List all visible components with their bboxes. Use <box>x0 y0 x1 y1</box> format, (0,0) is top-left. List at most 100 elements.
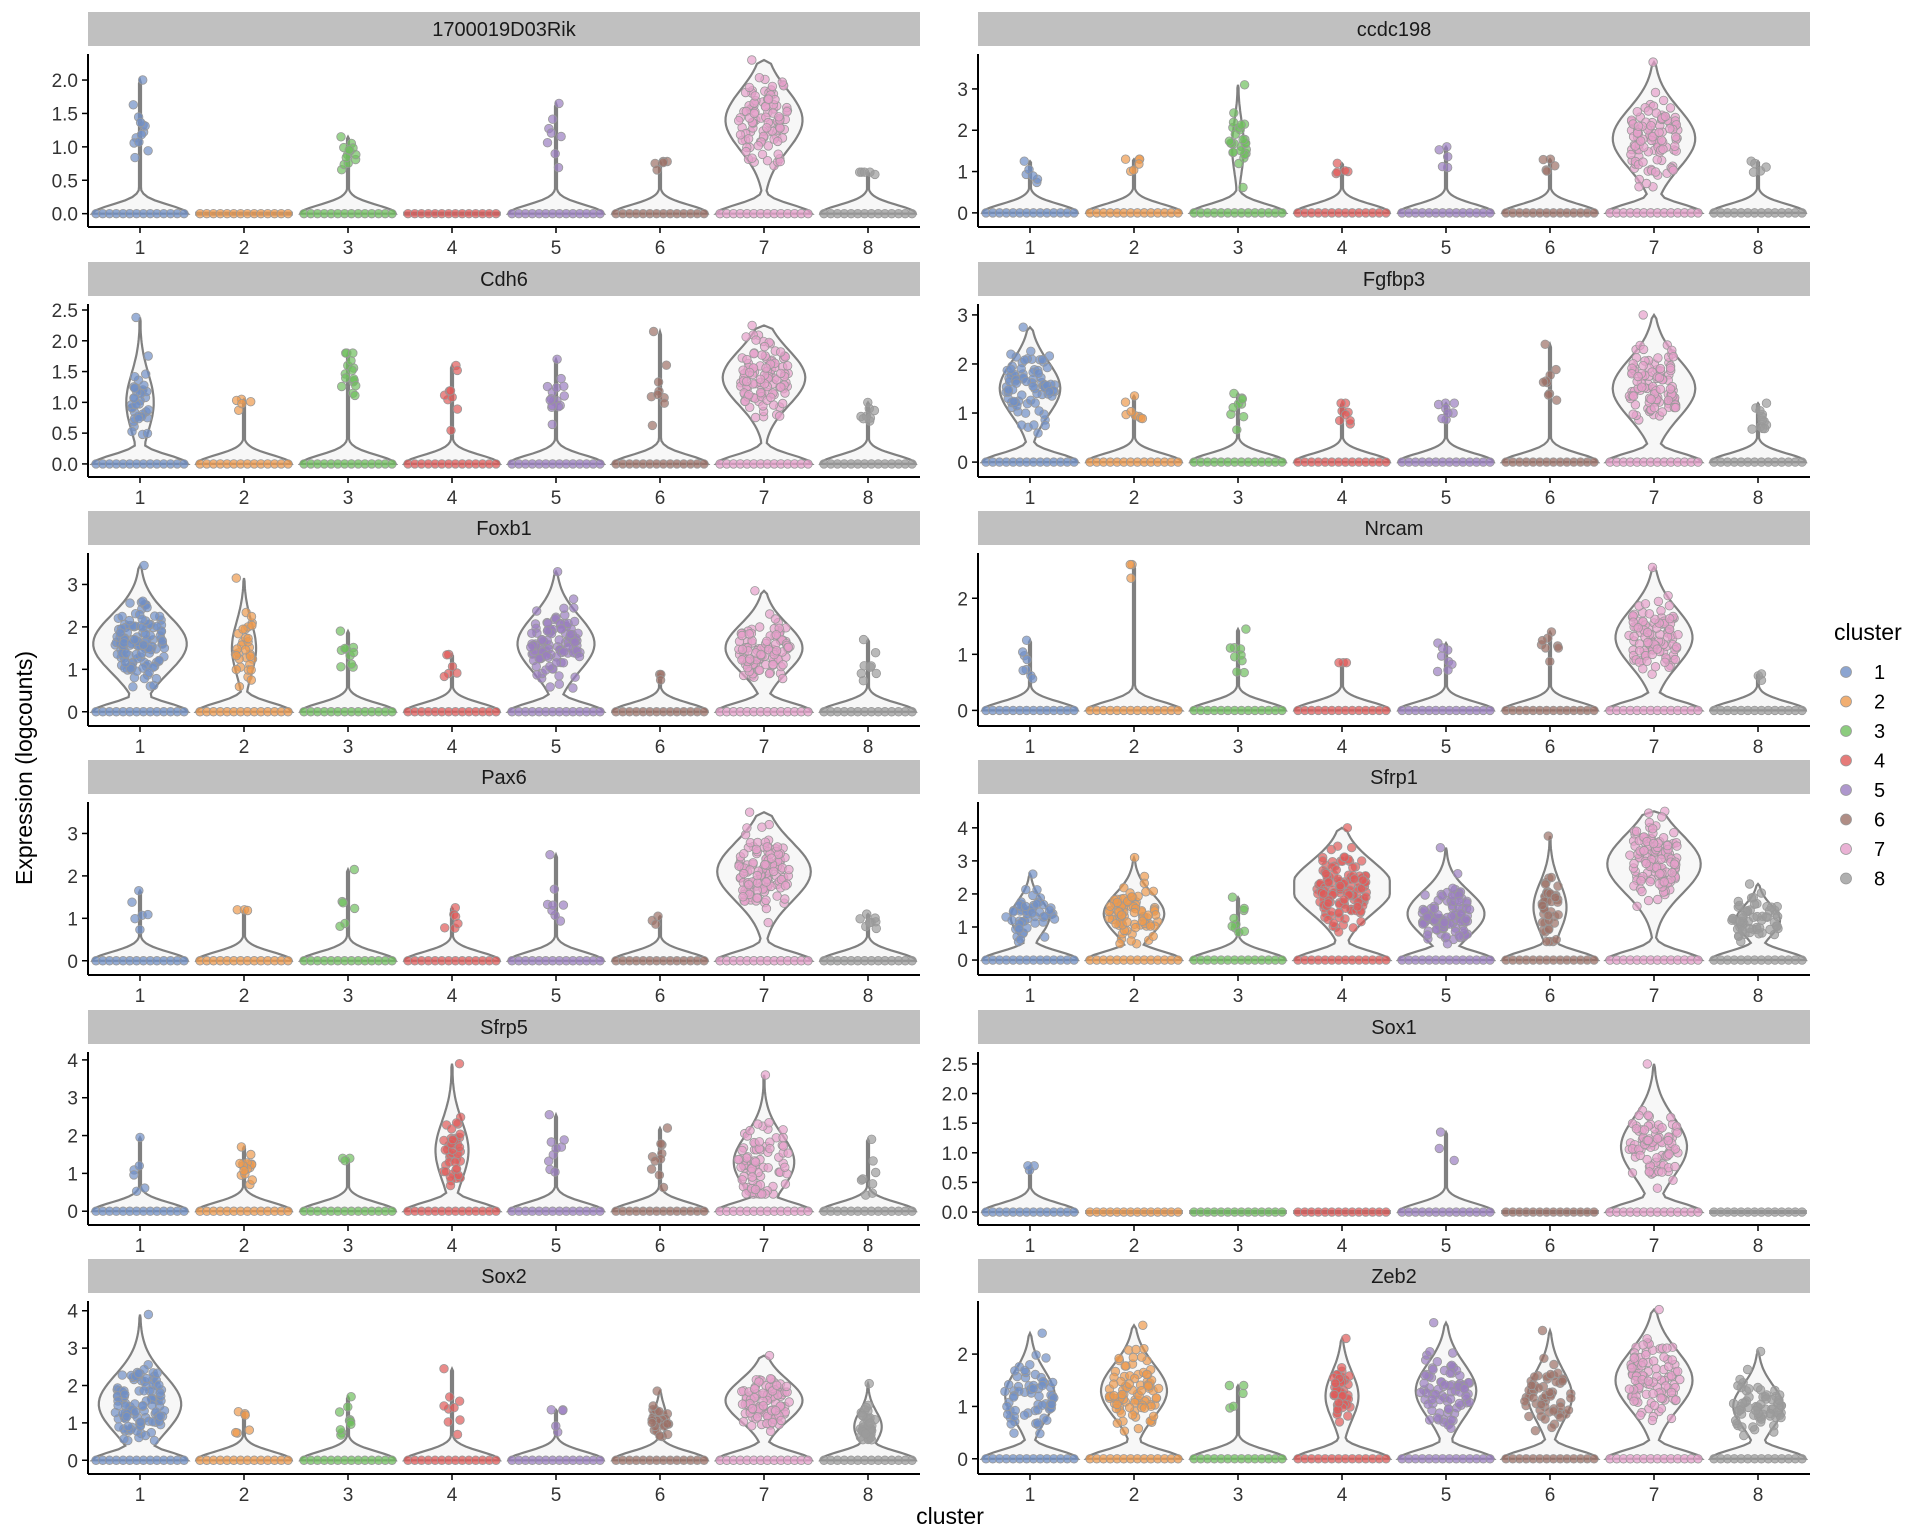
data-point <box>1239 80 1250 90</box>
data-point <box>1545 1369 1556 1380</box>
data-point <box>1654 127 1664 138</box>
data-point <box>1566 1393 1576 1403</box>
x-tick-label: 4 <box>1337 986 1348 1007</box>
data-point <box>1018 322 1028 332</box>
data-point <box>1112 1399 1122 1410</box>
x-tick-label: 6 <box>1545 1236 1556 1257</box>
data-point <box>1638 310 1648 320</box>
data-point <box>439 1135 449 1146</box>
facet-title: Nrcam <box>1365 518 1424 540</box>
data-point <box>1111 919 1121 929</box>
data-point <box>778 673 788 684</box>
data-point <box>1461 914 1471 924</box>
data-point <box>246 1149 256 1160</box>
data-point <box>1656 606 1666 616</box>
data-point <box>1739 1430 1749 1441</box>
data-point <box>871 668 882 679</box>
y-tick-label: 1.5 <box>52 363 78 384</box>
data-point <box>1589 1454 1599 1464</box>
data-point <box>1239 903 1249 914</box>
data-point <box>1341 1333 1351 1344</box>
data-point <box>115 628 126 638</box>
data-point <box>1629 631 1639 642</box>
data-point <box>1009 1428 1019 1438</box>
data-point <box>129 383 140 393</box>
data-point <box>1750 158 1760 169</box>
data-point <box>734 861 744 871</box>
data-point <box>747 153 757 163</box>
data-point <box>1737 910 1748 921</box>
data-point <box>1137 916 1148 926</box>
data-point <box>1553 910 1563 920</box>
data-point <box>1797 457 1807 467</box>
data-point <box>1381 705 1391 716</box>
data-point <box>1139 878 1150 889</box>
data-point <box>1019 355 1030 365</box>
data-point <box>139 1183 150 1193</box>
data-point <box>283 1455 293 1465</box>
data-point <box>558 900 569 910</box>
data-point <box>491 707 501 717</box>
data-point <box>780 881 791 891</box>
data-point <box>120 1389 130 1400</box>
data-point <box>1670 654 1681 665</box>
data-point <box>124 615 135 626</box>
data-point <box>1340 166 1350 176</box>
data-point <box>1334 415 1345 426</box>
data-point <box>1037 1380 1048 1391</box>
y-tick-label: 0 <box>67 1451 78 1472</box>
x-tick-label: 8 <box>1753 1236 1764 1257</box>
y-tick-label: 0 <box>957 951 968 972</box>
data-point <box>1432 1413 1443 1423</box>
data-point <box>1589 208 1599 218</box>
data-point <box>1670 1161 1680 1172</box>
x-tick-label: 2 <box>1129 238 1140 259</box>
data-point <box>1547 1422 1557 1433</box>
data-point <box>387 707 397 717</box>
x-tick-label: 2 <box>239 1485 250 1506</box>
data-point <box>1626 149 1636 160</box>
data-point <box>1028 869 1038 879</box>
data-point <box>143 146 153 156</box>
x-tick-label: 8 <box>1753 1485 1764 1506</box>
data-point <box>1648 838 1659 849</box>
data-point <box>387 956 397 966</box>
data-point <box>1318 856 1328 866</box>
x-tick-label: 6 <box>655 488 666 509</box>
data-point <box>1454 896 1464 907</box>
data-point <box>776 382 786 392</box>
data-point <box>1549 1359 1559 1370</box>
data-point <box>1419 1378 1429 1389</box>
data-point <box>1663 1135 1673 1146</box>
data-point <box>445 1392 455 1402</box>
x-tick-label: 1 <box>1025 737 1036 758</box>
data-point <box>765 1143 775 1154</box>
y-tick-label: 3 <box>67 575 78 596</box>
data-point <box>1238 182 1248 193</box>
data-point <box>856 668 867 679</box>
data-point <box>866 1134 877 1145</box>
data-point <box>1797 1454 1807 1464</box>
data-point <box>1435 843 1446 853</box>
data-point <box>546 1405 557 1415</box>
data-point <box>283 707 293 717</box>
data-point <box>1381 955 1391 965</box>
y-tick-label: 0 <box>67 1202 78 1223</box>
data-point <box>765 1373 776 1384</box>
data-point <box>1014 924 1024 934</box>
data-point <box>1049 914 1060 924</box>
data-point <box>646 1164 657 1174</box>
y-tick-label: 1.0 <box>52 138 78 159</box>
data-point <box>1044 905 1055 915</box>
data-point <box>129 1170 139 1180</box>
data-point <box>1025 1359 1035 1370</box>
y-tick-label: 2 <box>957 885 968 906</box>
data-point <box>1643 1376 1654 1386</box>
violin-3 <box>298 628 398 713</box>
x-tick-label: 5 <box>1441 1236 1452 1257</box>
x-tick-label: 1 <box>135 238 146 259</box>
data-point <box>1330 1378 1341 1388</box>
y-tick-label: 2.0 <box>942 1085 968 1106</box>
data-point <box>1652 1183 1663 1193</box>
